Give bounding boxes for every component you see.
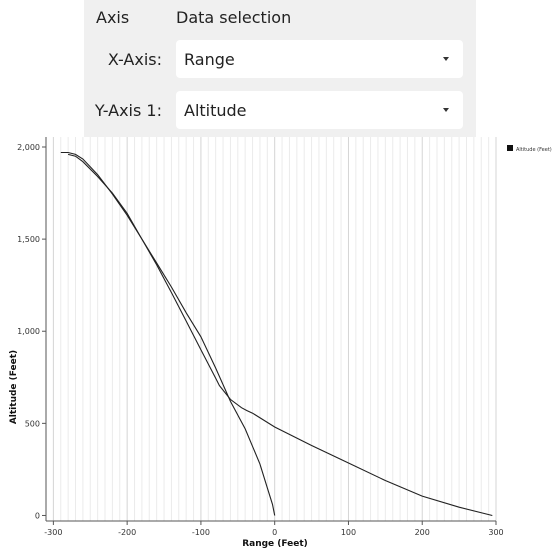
x-tick-label: -100 <box>192 528 210 537</box>
y-tick-label: 1,000 <box>17 327 40 336</box>
data-selection-header: Data selection <box>176 8 291 27</box>
chart-lines <box>61 153 493 516</box>
dropdown-arrow-icon <box>443 108 449 112</box>
legend-swatch <box>507 145 513 151</box>
y-axis-1-label: Y-Axis 1: <box>84 101 162 120</box>
y-tick-label: 0 <box>35 511 40 520</box>
x-tick-label: -300 <box>44 528 62 537</box>
axis-header: Axis <box>96 8 129 27</box>
x-tick-label: -200 <box>118 528 136 537</box>
x-axis-selected-value: Range <box>184 50 443 69</box>
x-tick-label: 0 <box>272 528 277 537</box>
y-tick-label: 1,500 <box>17 235 40 244</box>
x-axis-label: X-Axis: <box>84 50 162 69</box>
y-tick-label: 2,000 <box>17 143 40 152</box>
legend-label: Altitude (Feet) <box>516 147 552 153</box>
series-line <box>61 153 493 516</box>
axis-selection-panel: Axis Data selection X-Axis: Range Y-Axis… <box>84 0 476 137</box>
x-axis-dropdown[interactable]: Range <box>176 40 463 78</box>
y-tick-label: 500 <box>25 419 40 428</box>
dropdown-arrow-icon <box>443 57 449 61</box>
y-axis-1-dropdown[interactable]: Altitude <box>176 91 463 129</box>
y-axis-title: Altitude (Feet) <box>9 350 19 424</box>
y-axis-1-selected-value: Altitude <box>184 101 443 120</box>
x-tick-label: 100 <box>341 528 356 537</box>
altitude-range-chart: -300 -200 -100 0 100 200 300 0 500 1,000 1,500 2,00… <box>0 137 560 550</box>
x-tick-label: 200 <box>415 528 430 537</box>
x-tick-label: 300 <box>488 528 503 537</box>
x-axis-title: Range (Feet) <box>242 539 308 549</box>
chart-legend: Altitude (Feet) <box>507 145 552 153</box>
